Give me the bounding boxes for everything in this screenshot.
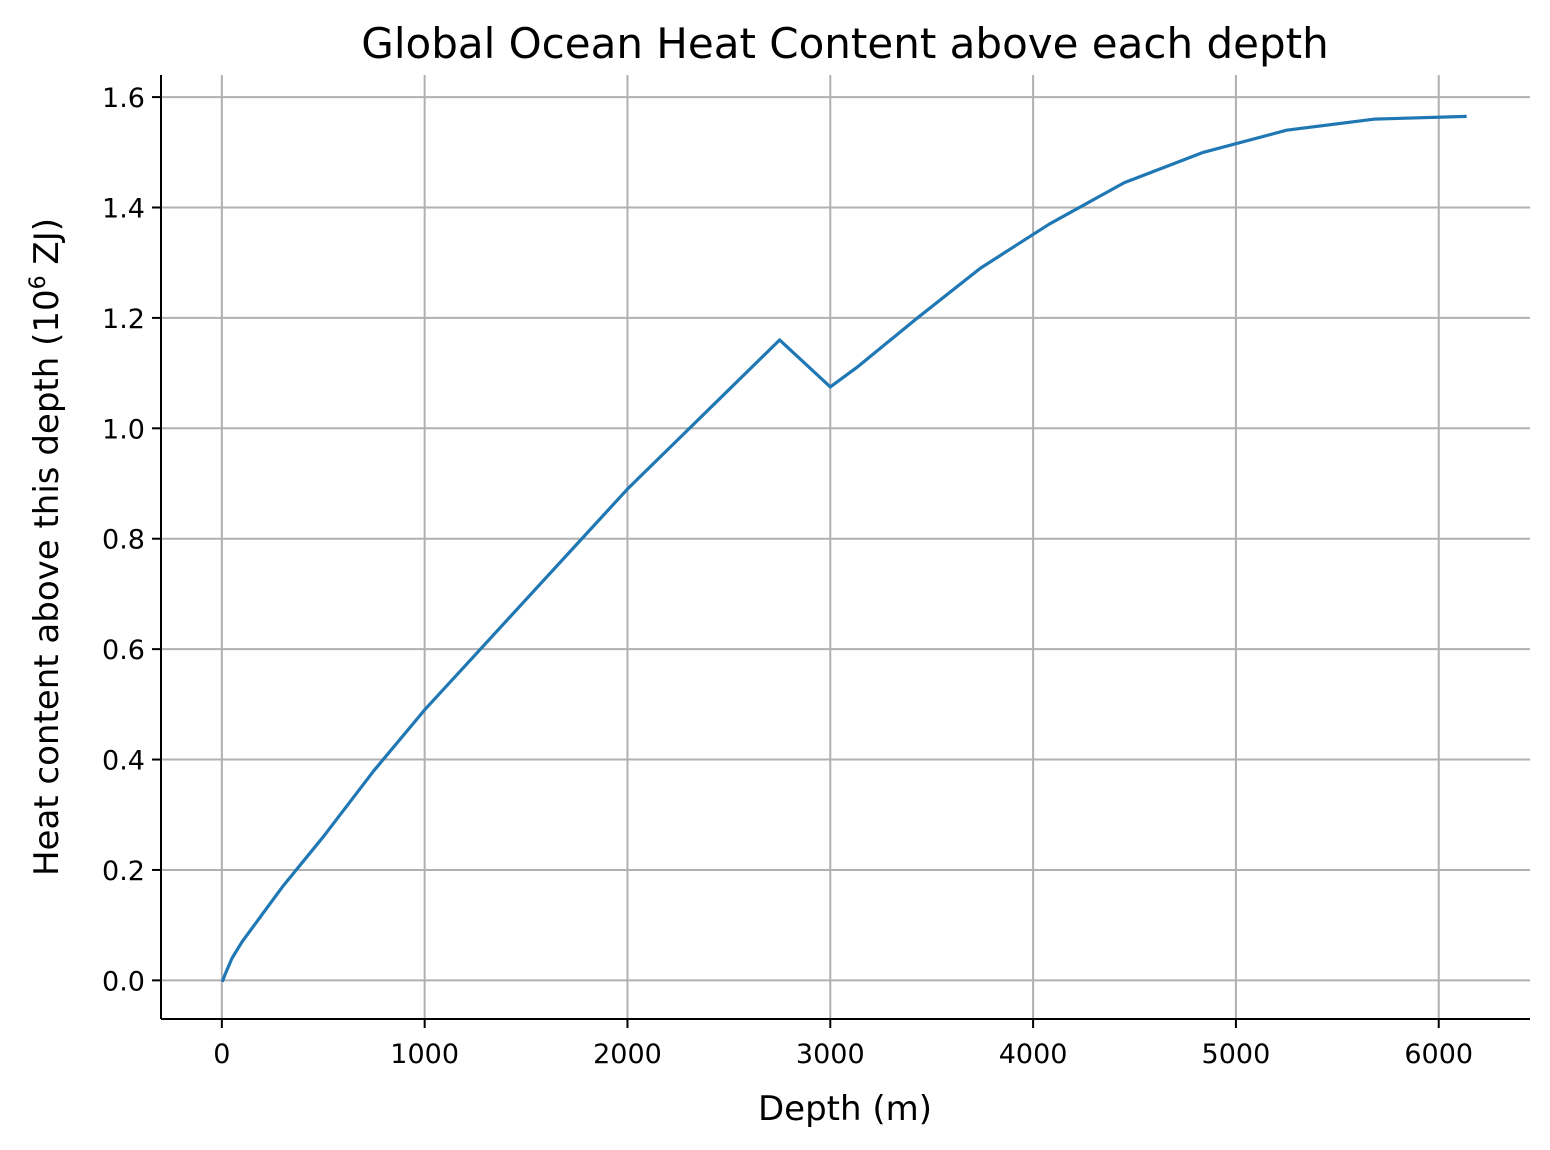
y-tick-label: 0.6 — [102, 635, 145, 666]
x-tick-label: 6000 — [1404, 1039, 1473, 1070]
y-tick-label: 0.4 — [102, 746, 145, 777]
chart-title: Global Ocean Heat Content above each dep… — [361, 19, 1328, 68]
x-tick-label: 1000 — [390, 1039, 459, 1070]
y-axis-title-end: ZJ) — [27, 218, 67, 275]
y-tick-label: 0.8 — [102, 525, 145, 556]
y-tick-label: 1.4 — [102, 193, 145, 224]
x-tick-label: 2000 — [593, 1039, 662, 1070]
y-tick-label: 0.2 — [102, 856, 145, 887]
x-ticks: 0 1000 2000 3000 4000 5000 6000 — [213, 1019, 1473, 1070]
y-tick-label: 1.6 — [102, 83, 145, 114]
x-axis-title: Depth (m) — [758, 1089, 932, 1129]
axes — [160, 75, 1530, 1020]
x-tick-label: 5000 — [1202, 1039, 1271, 1070]
x-tick-label: 4000 — [999, 1039, 1068, 1070]
series-line-0 — [220, 114, 1467, 983]
y-axis-title-superscript: 6 — [26, 275, 51, 289]
y-axis-title-main: Heat content above this depth (10 — [27, 289, 67, 876]
y-axis-title: Heat content above this depth (106 ZJ) — [26, 218, 67, 876]
x-tick-label: 0 — [213, 1039, 230, 1070]
y-tick-label: 1.2 — [102, 304, 145, 335]
grid — [161, 75, 1530, 1019]
x-tick-label: 3000 — [796, 1039, 865, 1070]
plot-area — [220, 114, 1467, 983]
y-tick-label: 0.0 — [102, 966, 145, 997]
y-tick-label: 1.0 — [102, 414, 145, 445]
y-ticks: 0.0 0.2 0.4 0.6 0.8 1.0 1.2 1.4 1.6 — [102, 83, 161, 997]
